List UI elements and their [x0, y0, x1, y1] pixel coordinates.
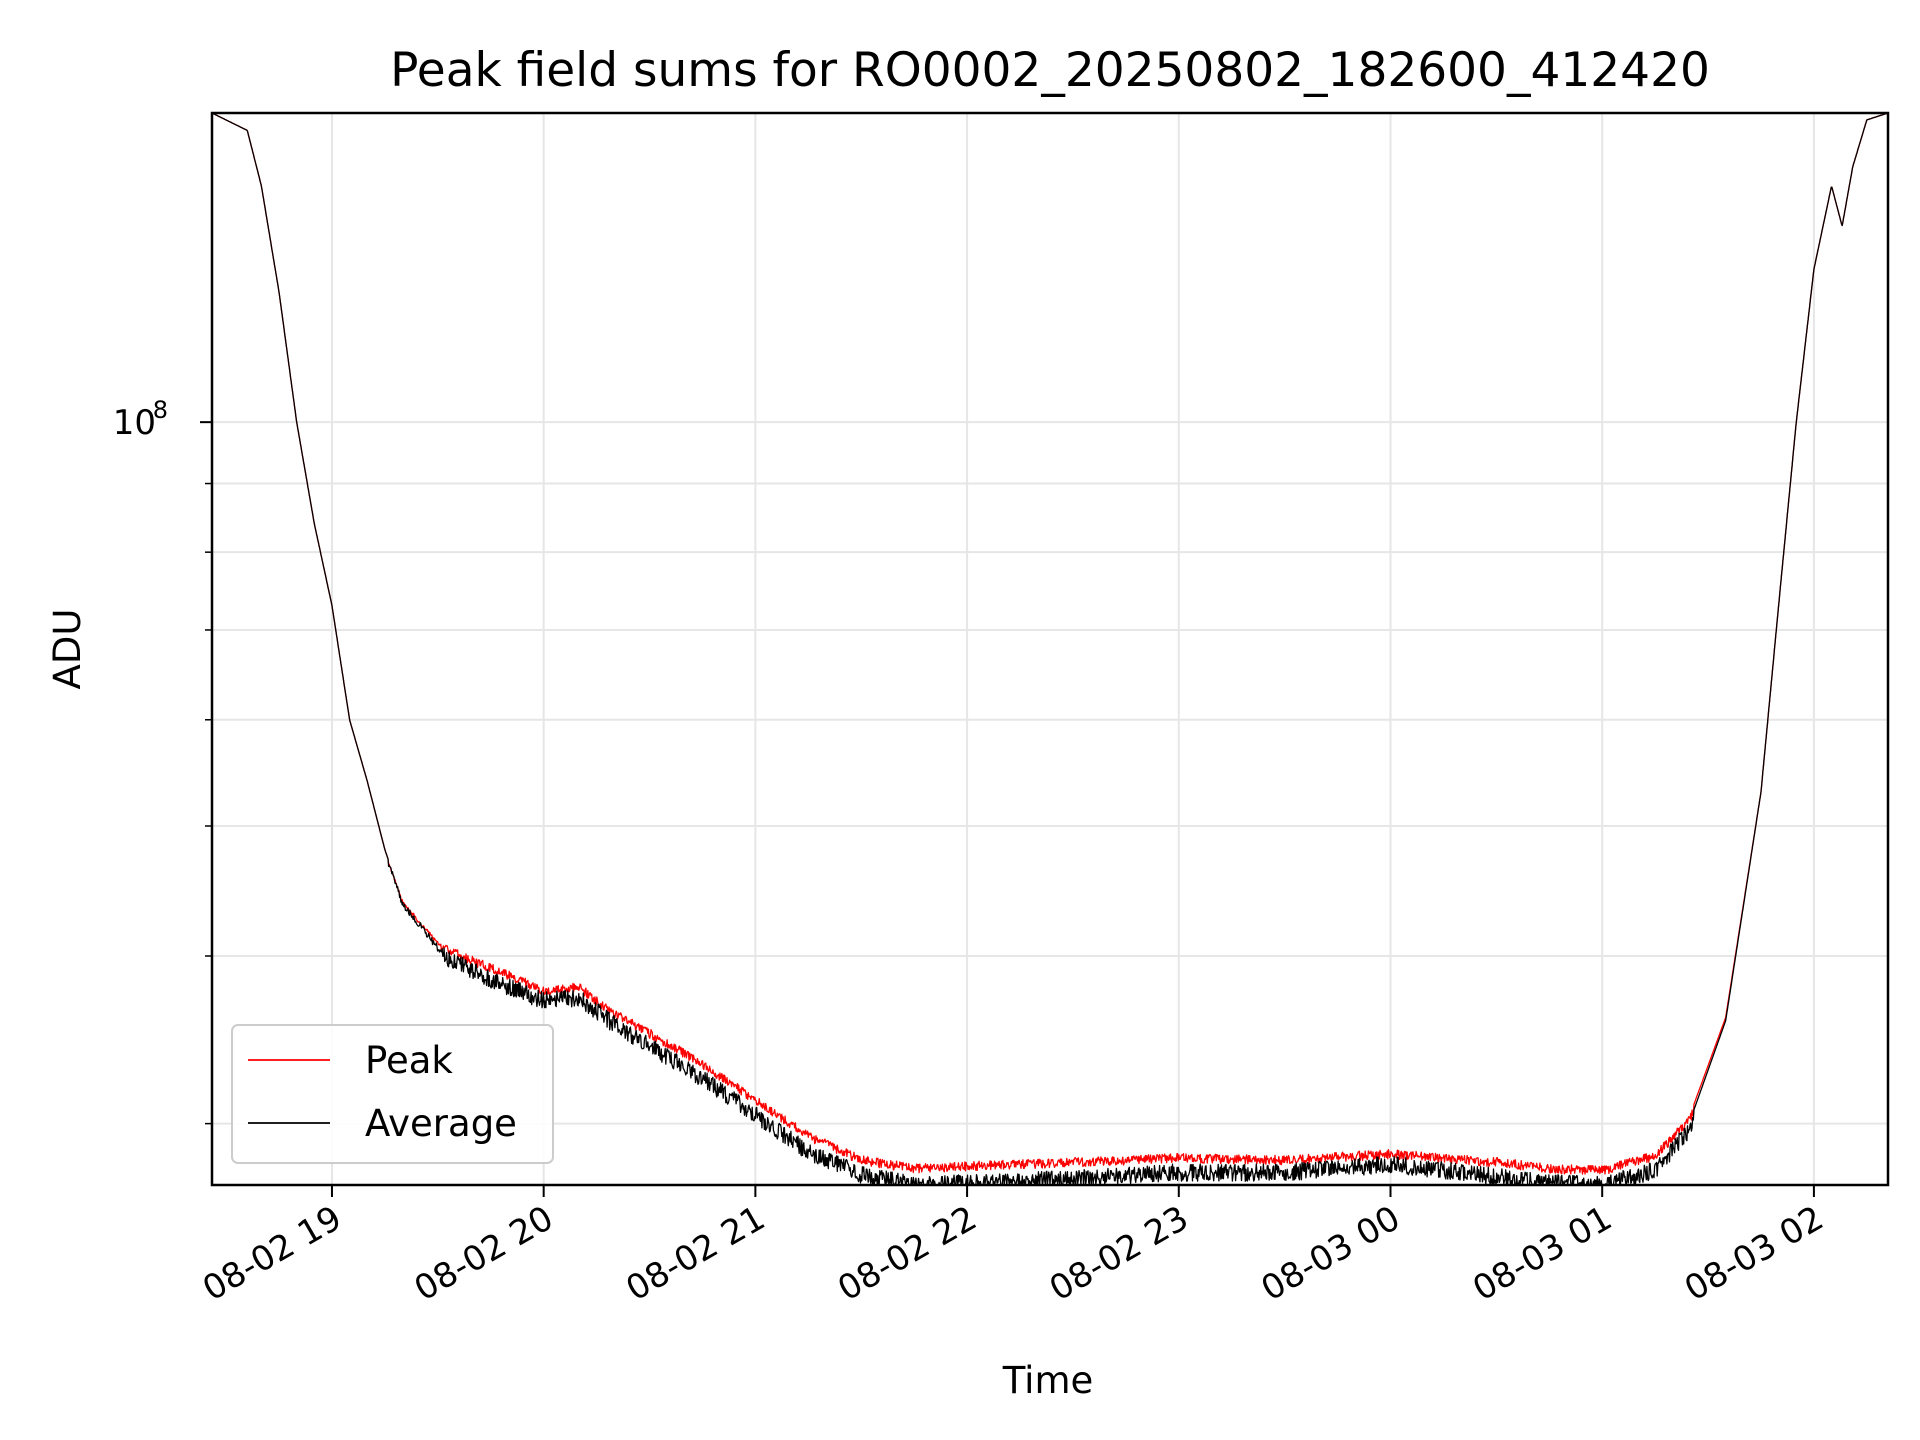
- legend-label-average: Average: [365, 1102, 517, 1145]
- chart-title: Peak field sums for RO0002_20250802_1826…: [390, 43, 1710, 98]
- y-tick-label: 10: [113, 403, 156, 443]
- legend-label-peak: Peak: [365, 1039, 453, 1082]
- y-axis: 108: [113, 396, 212, 1125]
- plot-frame: [210, 111, 1890, 1187]
- x-axis-label: Time: [1002, 1359, 1094, 1402]
- y-tick-label-exponent: 8: [153, 396, 168, 424]
- series-line-peak: [211, 112, 1889, 1175]
- y-axis-label: ADU: [46, 609, 89, 690]
- legend: Peak Average: [231, 1024, 554, 1164]
- y-tick-label-base: 10: [113, 403, 156, 443]
